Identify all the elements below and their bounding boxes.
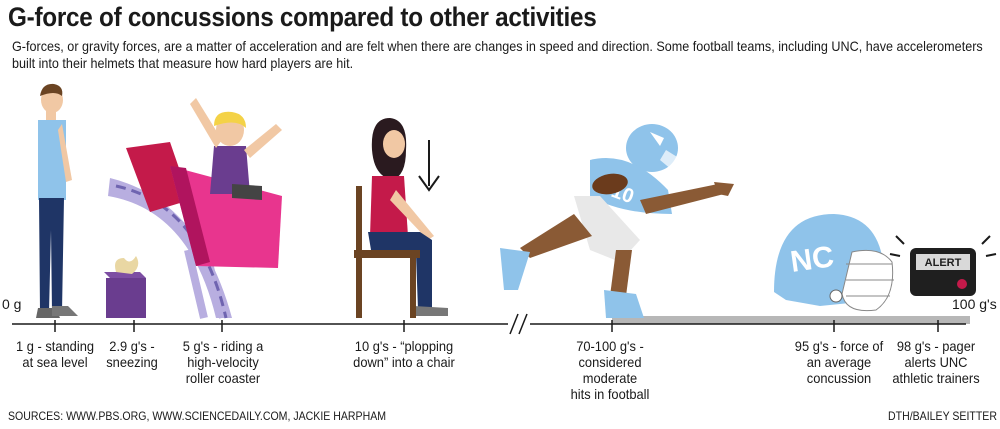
milestone-label-standing: 1 g - standing at sea level — [15, 338, 95, 370]
sitting-woman-icon — [354, 118, 448, 318]
milestone-label-football: 70-100 g's - considered moderate hits in… — [570, 338, 650, 402]
page-title: G-force of concussions compared to other… — [8, 2, 597, 32]
milestone-label-concussion: 95 g's - force of an average concussion — [794, 338, 884, 386]
milestone-label-roller-coaster: 5 g's - riding a high-velocity roller co… — [182, 338, 264, 386]
milestone-label-chair: 10 g's - “plopping down” into a chair — [353, 338, 455, 370]
standing-man-icon — [36, 83, 78, 318]
milestone-label-sneezing: 2.9 g's - sneezing — [106, 338, 158, 370]
axis-end-label: 100 g's — [952, 296, 997, 312]
credit-footnote: DTH/BAILEY SEITTER — [888, 409, 997, 423]
football-player-icon: 10 — [500, 124, 734, 318]
pager-icon: ALERT — [889, 235, 997, 296]
helmet-logo: NC — [788, 240, 836, 279]
helmet-icon: NC — [774, 214, 894, 312]
tissue-box-icon — [104, 256, 146, 318]
milestone-label-pager: 98 g's - pager alerts UNC athletic train… — [892, 338, 980, 386]
football-hit-range-bar — [612, 316, 970, 324]
roller-coaster-icon — [108, 98, 282, 319]
pager-alert-text: ALERT — [925, 257, 962, 269]
axis-start-label: 0 g — [2, 296, 22, 312]
sources-footnote: SOURCES: WWW.PBS.ORG, WWW.SCIENCEDAILY.C… — [8, 409, 387, 423]
page-subtitle: G-forces, or gravity forces, are a matte… — [12, 38, 983, 71]
axis-break — [508, 313, 530, 335]
